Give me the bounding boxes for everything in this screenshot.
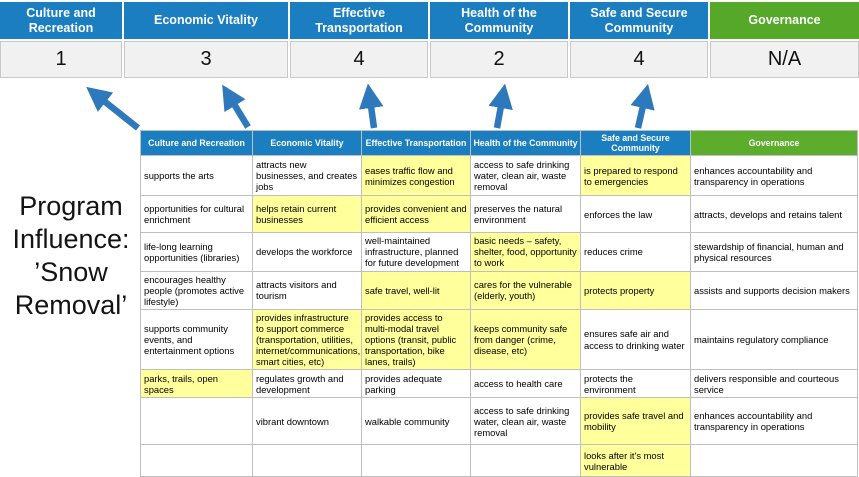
- matrix-cell: cares for the vulnerable (elderly, youth…: [470, 270, 581, 310]
- matrix-body: supports the arts attracts new businesses…: [140, 155, 858, 477]
- matrix-cell: eases traffic flow and minimizes congest…: [361, 155, 471, 197]
- matrix-cell: attracts, develops and retains talent: [690, 195, 858, 234]
- matrix-cell: enhances accountability and transparency…: [690, 155, 858, 197]
- score-economic-vitality: 3: [124, 41, 288, 78]
- program-influence-label: Program Influence: ’Snow Removal’: [12, 191, 130, 320]
- scoreboard-header-economic-vitality: Economic Vitality: [124, 2, 288, 39]
- matrix-header-safe-and-secure-community: Safe and Secure Community: [580, 129, 691, 157]
- matrix-row-5: supports community events, and entertain…: [140, 308, 858, 371]
- matrix-cell: access to health care: [470, 369, 581, 399]
- matrix-row-2: opportunities for cultural enrichment hel…: [140, 195, 858, 234]
- matrix-cell: access to safe drinking water, clean air…: [470, 155, 581, 197]
- matrix-cell: [140, 397, 253, 446]
- matrix-cell: basic needs – safety, shelter, food, opp…: [470, 232, 581, 272]
- matrix-header-row: Culture and Recreation Economic Vitality E…: [140, 129, 858, 157]
- matrix-cell: provides infrastructure to support comme…: [252, 308, 362, 371]
- matrix-cell: assists and supports decision makers: [690, 270, 858, 310]
- matrix-cell: parks, trails, open spaces: [140, 369, 253, 399]
- scoreboard-header-effective-transportation: Effective Transportation: [290, 2, 428, 39]
- matrix-cell: vibrant downtown: [252, 397, 362, 446]
- matrix-cell: [690, 444, 858, 477]
- matrix-header-culture-and-recreation: Culture and Recreation: [140, 129, 253, 157]
- scoreboard-header-culture-and-recreation: Culture and Recreation: [0, 2, 122, 39]
- matrix-cell: is prepared to respond to emergencies: [580, 155, 691, 197]
- matrix-header-governance: Governance: [690, 129, 858, 157]
- matrix-row-3: life-long learning opportunities (librar…: [140, 232, 858, 272]
- matrix-cell: supports community events, and entertain…: [140, 308, 253, 371]
- matrix-cell: develops the workforce: [252, 232, 362, 272]
- matrix-cell: supports the arts: [140, 155, 253, 197]
- up-arrow-icon-1: [86, 86, 141, 131]
- scoreboard-scores: 1 3 4 2 4 N/A: [0, 41, 859, 78]
- matrix-row-7: vibrant downtown walkable community access…: [140, 397, 858, 446]
- up-arrow-icon-4: [488, 83, 513, 129]
- matrix-cell: [361, 444, 471, 477]
- matrix-cell: provides convenient and efficient access: [361, 195, 471, 234]
- matrix-cell: opportunities for cultural enrichment: [140, 195, 253, 234]
- matrix-cell: ensures safe air and access to drinking …: [580, 308, 691, 371]
- matrix-row-8: looks after it's most vulnerable: [140, 444, 858, 477]
- matrix-cell: provides adequate parking: [361, 369, 471, 399]
- matrix-cell: reduces crime: [580, 232, 691, 272]
- influence-matrix: Culture and Recreation Economic Vitality E…: [140, 129, 858, 477]
- score-safe-and-secure-community: 4: [570, 41, 708, 78]
- matrix-row-4: encourages healthy people (promotes acti…: [140, 270, 858, 310]
- matrix-cell: encourages healthy people (promotes acti…: [140, 270, 253, 310]
- scoreboard-header-safe-and-secure-community: Safe and Secure Community: [570, 2, 708, 39]
- matrix-row-6: parks, trails, open spaces regulates grow…: [140, 369, 858, 399]
- matrix-cell: [252, 444, 362, 477]
- matrix-cell: provides access to multi-modal travel op…: [361, 308, 471, 371]
- matrix-cell: safe travel, well-lit: [361, 270, 471, 310]
- up-arrow-icon-5: [630, 83, 655, 129]
- matrix-cell: protects property: [580, 270, 691, 310]
- matrix-cell: helps retain current businesses: [252, 195, 362, 234]
- matrix-cell: protects the environment: [580, 369, 691, 399]
- score-governance: N/A: [710, 41, 859, 78]
- matrix-cell: attracts visitors and tourism: [252, 270, 362, 310]
- matrix-cell: maintains regulatory compliance: [690, 308, 858, 371]
- matrix-header-economic-vitality: Economic Vitality: [252, 129, 362, 157]
- matrix-cell: stewardship of financial, human and phys…: [690, 232, 858, 272]
- score-health-of-the-community: 2: [430, 41, 568, 78]
- scoreboard-headers: Culture and Recreation Economic Vitality…: [0, 2, 859, 39]
- matrix-cell: delivers responsible and courteous servi…: [690, 369, 858, 399]
- up-arrow-icon-3: [359, 83, 384, 129]
- up-arrow-icon-2: [222, 84, 251, 129]
- scoreboard-header-governance: Governance: [710, 2, 859, 39]
- matrix-cell: life-long learning opportunities (librar…: [140, 232, 253, 272]
- matrix-cell: enhances accountability and transparency…: [690, 397, 858, 446]
- matrix-cell: preserves the natural environment: [470, 195, 581, 234]
- score-culture-and-recreation: 1: [0, 41, 122, 78]
- scoreboard-header-health-of-the-community: Health of the Community: [430, 2, 568, 39]
- matrix-cell: enforces the law: [580, 195, 691, 234]
- matrix-header-health-of-the-community: Health of the Community: [470, 129, 581, 157]
- matrix-row-1: supports the arts attracts new businesses…: [140, 155, 858, 197]
- matrix-cell: walkable community: [361, 397, 471, 446]
- matrix-cell: well-maintained infrastructure, planned …: [361, 232, 471, 272]
- matrix-cell: [470, 444, 581, 477]
- matrix-cell: looks after it's most vulnerable: [580, 444, 691, 477]
- matrix-cell: attracts new businesses, and creates job…: [252, 155, 362, 197]
- matrix-cell: access to safe drinking water, clean air…: [470, 397, 581, 446]
- matrix-cell: [140, 444, 253, 477]
- matrix-cell: provides safe travel and mobility: [580, 397, 691, 446]
- score-effective-transportation: 4: [290, 41, 428, 78]
- matrix-cell: regulates growth and development: [252, 369, 362, 399]
- matrix-header-effective-transportation: Effective Transportation: [361, 129, 471, 157]
- matrix-cell: keeps community safe from danger (crime,…: [470, 308, 581, 371]
